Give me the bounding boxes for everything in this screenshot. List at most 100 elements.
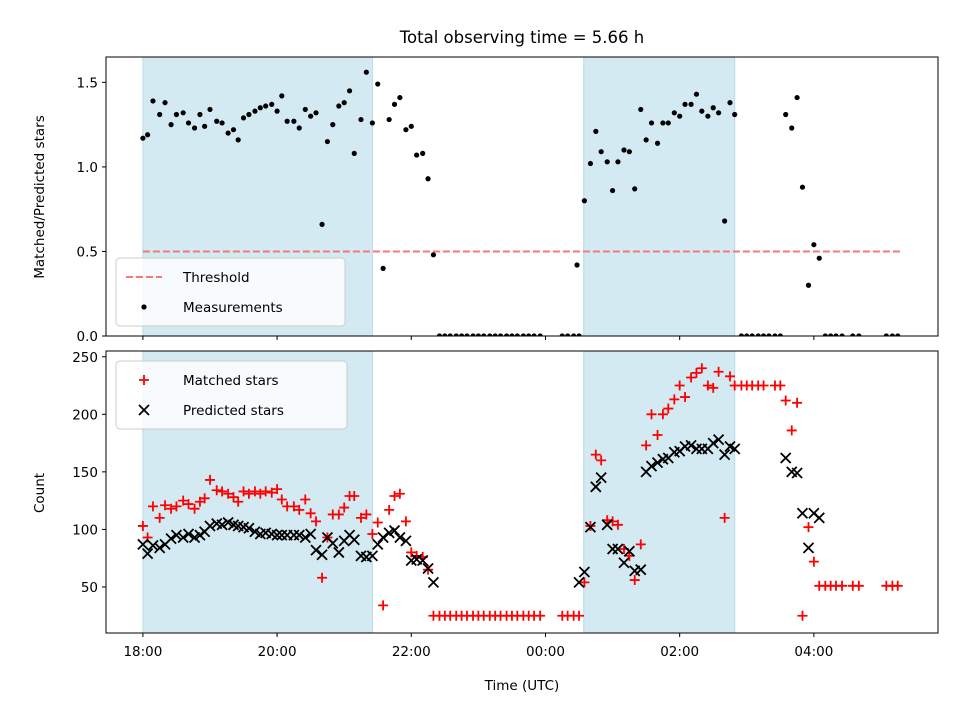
x-tick-label: 02:00 [660, 644, 699, 660]
data-point [626, 149, 632, 155]
observing-span-1 [583, 351, 736, 633]
axes-frame [105, 56, 939, 337]
data-point [601, 519, 613, 531]
data-point [581, 198, 588, 204]
data-point [671, 110, 677, 116]
data-point [293, 529, 305, 541]
data-point [150, 98, 156, 104]
data-point [408, 123, 414, 129]
data-point [503, 333, 510, 336]
data-point [430, 252, 437, 258]
data-point [384, 504, 395, 515]
data-point [216, 519, 228, 531]
data-point [211, 485, 222, 496]
data-point [755, 333, 761, 336]
data-point [339, 502, 350, 513]
data-point [420, 150, 426, 156]
data-point [459, 333, 465, 336]
data-point [417, 554, 429, 567]
data-point [330, 122, 336, 128]
data-point [367, 529, 378, 540]
data-point [646, 409, 657, 420]
data-point [228, 492, 239, 503]
data-point [853, 580, 864, 591]
data-point [895, 333, 901, 336]
data-point [612, 543, 624, 555]
data-point [791, 467, 803, 479]
series-measurements [140, 69, 901, 336]
top-panel-ratio: Matched/Predicted stars 0.0 0.5 1.0 1.5 Thre… [32, 56, 939, 345]
data-point [638, 106, 644, 113]
data-point [520, 333, 526, 336]
x-tick-label: 04:00 [794, 644, 833, 660]
data-point [214, 118, 220, 124]
data-point [422, 562, 434, 575]
observing-span-1 [583, 57, 736, 336]
y-tick-label: 200 [72, 407, 98, 423]
data-point [715, 110, 722, 116]
data-point [470, 333, 476, 336]
data-point [775, 380, 786, 391]
data-point [789, 125, 795, 131]
data-point [377, 531, 389, 544]
data-point [279, 93, 285, 99]
data-point [378, 600, 389, 611]
data-point [531, 333, 537, 336]
data-point [230, 127, 237, 133]
data-point [685, 439, 697, 452]
data-point [197, 111, 203, 118]
y-tick-label: 250 [72, 350, 98, 366]
data-point [305, 528, 317, 540]
data-point [183, 499, 194, 510]
data-point [316, 549, 328, 561]
data-point [729, 443, 741, 455]
data-point [243, 522, 255, 534]
data-point [182, 528, 195, 540]
data-point [223, 488, 234, 499]
data-point [288, 501, 299, 512]
data-point [813, 512, 825, 524]
data-point [780, 395, 791, 406]
data-point [475, 333, 481, 336]
data-point [590, 481, 602, 493]
plot-area [140, 57, 902, 336]
data-point [680, 392, 691, 403]
data-point [839, 333, 845, 336]
data-point [760, 333, 767, 336]
data-point [509, 333, 515, 336]
x-tick-label: 00:00 [526, 644, 565, 660]
data-point [380, 265, 386, 271]
data-point [137, 538, 149, 551]
data-point [669, 394, 680, 405]
y-axis-label-ratio: Matched/Predicted stars [32, 115, 48, 278]
data-point [205, 474, 215, 485]
data-point [464, 333, 470, 336]
data-point [514, 333, 520, 336]
data-point [579, 577, 590, 588]
data-point [713, 366, 724, 377]
data-point [391, 101, 398, 107]
data-point [162, 100, 168, 106]
data-point [388, 524, 401, 537]
data-point [654, 140, 661, 146]
data-point [299, 531, 311, 544]
legend-x-swatch [138, 404, 150, 416]
data-point [651, 457, 664, 469]
data-point [574, 262, 580, 268]
data-point [712, 433, 725, 446]
bottom-panel-count: Count Time (UTC) 50 100 150 200 250 18:00 20:0… [32, 350, 939, 694]
data-point [576, 333, 582, 336]
data-point [783, 111, 789, 118]
x-tick-label: 22:00 [392, 644, 431, 660]
data-point [257, 105, 263, 111]
data-point [170, 529, 183, 541]
data-point [249, 486, 260, 497]
data-point [595, 471, 607, 484]
y-tick-label: 150 [72, 465, 98, 481]
data-point [269, 101, 275, 107]
data-point [481, 333, 487, 336]
data-point [822, 333, 828, 336]
data-point [727, 100, 733, 106]
axes-frame [105, 350, 939, 634]
legend: Threshold Measurements [115, 257, 346, 327]
